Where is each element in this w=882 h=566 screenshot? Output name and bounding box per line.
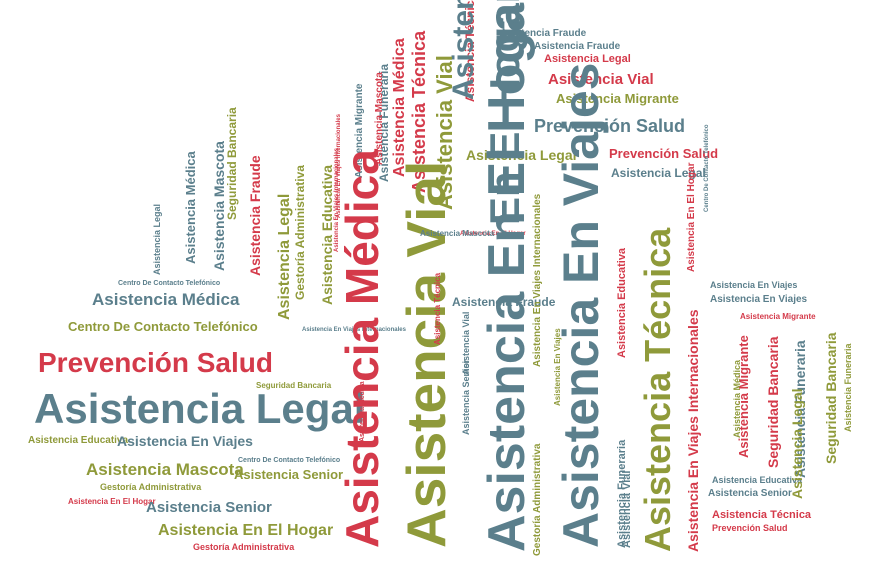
word-asistencia-medica: Asistencia Médica	[336, 149, 388, 548]
word-asistencia-tecnica: Asistencia Técnica	[637, 227, 678, 552]
word-asistencia-vial: Asistencia Vial	[461, 312, 471, 375]
word-asistencia-educativa: Asistencia Educativa	[28, 435, 128, 446]
word-asistencia-legal: Asistencia Legal	[152, 204, 162, 275]
word-asistencia-en-el-hogar: Asistencia En El Hogar	[158, 522, 333, 539]
word-asistencia-tecnica: Asistencia Técnica	[463, 0, 477, 102]
word-gestoria-administrativa: Gestoría Administrativa	[100, 482, 202, 492]
word-asistencia-funeraria: Asistencia Funeraria	[377, 64, 391, 182]
word-prevencion-salud: Prevención Salud	[712, 523, 788, 533]
word-seguridad-bancaria: Seguridad Bancaria	[225, 107, 239, 220]
word-asistencia-fraude: Asistencia Fraude	[500, 28, 587, 39]
word-asistencia-mascota: Asistencia Mascota	[211, 141, 227, 271]
word-asistencia-migrante: Asistencia Migrante	[354, 83, 365, 178]
word-asistencia-en-viajes-internacionales: Asistencia En Viajes Internacionales	[334, 147, 340, 252]
word-asistencia-senior: Asistencia Senior	[461, 359, 471, 435]
word-asistencia-educativa: Asistencia Educativa	[712, 475, 803, 485]
word-asistencia-en-el-hogar: Asistencia En El Hogar	[460, 231, 526, 237]
word-asistencia-vial: Asistencia Vial	[621, 471, 633, 548]
word-asistencia-senior: Asistencia Senior	[708, 488, 792, 499]
word-asistencia-fraude: Asistencia Fraude	[247, 155, 263, 276]
word-asistencia-legal: Asistencia Legal	[34, 385, 365, 432]
word-gestoria-administrativa: Gestoría Administrativa	[293, 165, 307, 300]
word-asistencia-en-viajes-internacionales: Asistencia En Viajes Internacionales	[685, 309, 701, 552]
word-asistencia-senior: Asistencia Senior	[146, 499, 272, 516]
word-asistencia-en-viajes-internacionales: Asistencia En Viajes Internacionales	[532, 193, 543, 367]
word-asistencia-en-el-hogar: Asistencia En El Hogar	[68, 497, 156, 506]
word-asistencia-senior: Asistencia Senior	[234, 467, 343, 482]
word-prevencion-salud: Prevención Salud	[38, 347, 273, 378]
word-asistencia-vial: Asistencia Vial	[432, 55, 457, 210]
word-asistencia-legal: Asistencia Legal	[611, 166, 706, 180]
word-asistencia-en-el-hogar: Asistencia En El Hogar	[686, 162, 697, 272]
word-asistencia-en-viajes: Asistencia En Viajes	[117, 433, 253, 449]
word-asistencia-mascota: Asistencia Mascota	[420, 229, 495, 238]
word-asistencia-vial: Asistencia Vial	[447, 0, 480, 100]
word-asistencia-tecnica: Asistencia Técnica	[433, 272, 442, 345]
word-asistencia-en-viajes-internacionales: Asistencia En Viajes Internacionales	[302, 327, 407, 333]
word-asistencia-migrante: Asistencia Migrante	[556, 91, 679, 106]
word-en-el-hogar: En El Hogar	[481, 0, 528, 225]
word-asistencia-educativa: Asistencia Educativa	[319, 165, 335, 305]
word-asistencia-legal: Asistencia Legal	[544, 53, 631, 65]
word-asistencia-tecnica: Asistencia Técnica	[409, 30, 429, 193]
word-asistencia-legal: Asistencia Legal	[466, 147, 577, 163]
word-asistencia-funeraria: Asistencia Funeraria	[616, 439, 628, 548]
word-centro-de-contacto-telefonico: Centro De Contacto Telefónico	[118, 280, 220, 287]
word-asistencia-legal: Asistencia Legal	[276, 194, 293, 320]
word-asistencia-tecnica: Asistencia Técnica	[712, 509, 812, 521]
word-centro-de-contacto-telefonico: Centro De Contacto Telefónico	[68, 319, 258, 334]
word-prevencion-salud: Prevención Salud	[534, 116, 685, 136]
word-asistencia-medica: Asistencia Médica	[92, 290, 240, 309]
word-prevencion-salud: Prevención Salud	[609, 146, 718, 161]
word-asistencia-mascota: Asistencia Mascota	[86, 460, 244, 479]
word-asistencia-medica: Asistencia Médica	[732, 359, 742, 438]
word-seguridad-bancaria: Seguridad Bancaria	[256, 381, 332, 390]
word-asistencia-en-viajes: Asistencia En Viajes	[553, 328, 562, 406]
word-asistencia-medica: Asistencia Médica	[359, 381, 366, 442]
word-seguridad-bancaria: Seguridad Bancaria	[765, 336, 781, 468]
word-gestoria-administrativa: Gestoría Administrativa	[193, 542, 295, 552]
word-asistencia-migrante: Asistencia Migrante	[736, 335, 751, 458]
word-asistencia-funeraria: Asistencia Funeraria	[792, 340, 808, 478]
word-gestoria-administrativa: Gestoría Administrativa	[532, 443, 543, 556]
word-centro-de-contacto-telefonico: Centro De Contacto Telefónico	[704, 124, 710, 212]
word-asistencia-educativa: Asistencia Educativa	[616, 247, 628, 358]
word-asistencia-medica: Asistencia Médica	[183, 151, 198, 264]
word-centro-de-contacto-telefonico: Centro De Contacto Telefónico	[238, 457, 340, 464]
word-asistencia-migrante: Asistencia Migrante	[740, 312, 816, 321]
word-asistencia-en-viajes: Asistencia En Viajes	[710, 280, 797, 290]
word-asistencia-fraude: Asistencia Fraude	[534, 41, 621, 52]
word-asistencia-en-viajes-internacionales: Asistencia En Viajes Internacionales	[336, 113, 342, 218]
word-asistencia-vial: Asistencia Vial	[395, 161, 457, 548]
word-asistencia-funeraria: Asistencia Funeraria	[843, 342, 853, 432]
word-asistencia-en-viajes: Asistencia En Viajes	[710, 294, 808, 305]
word-asistencia-medica: Asistencia Médica	[391, 38, 408, 177]
word-asistencia-en-viajes: Asistencia En Viajes	[553, 63, 609, 548]
word-asistencia-fraude: Asistencia Fraude	[452, 295, 556, 309]
word-asistencia-en-el-hogar: Asistencia En El Hogar	[478, 0, 536, 552]
word-asistencia-legal: Asistencia Legal	[789, 389, 805, 500]
word-asistencia-vial: Asistencia Vial	[548, 71, 654, 88]
word-seguridad-bancaria: Seguridad Bancaria	[823, 332, 839, 464]
word-asistencia-mascota: Asistencia Mascota	[374, 72, 385, 165]
